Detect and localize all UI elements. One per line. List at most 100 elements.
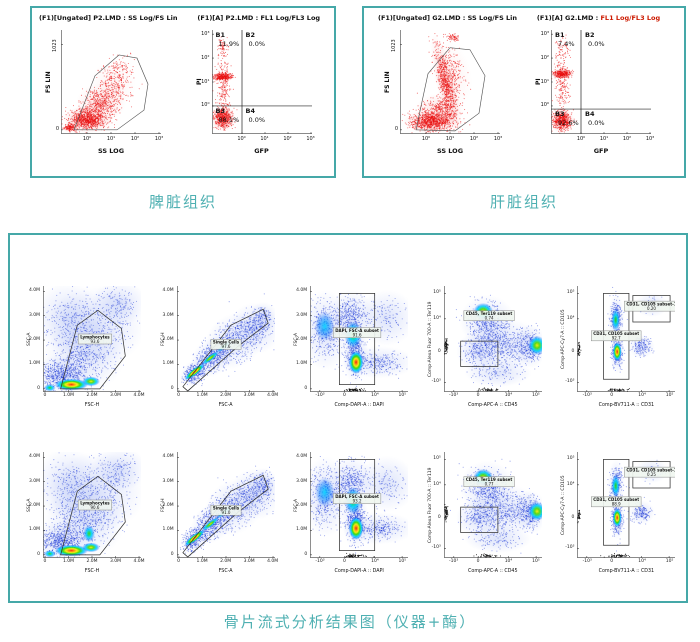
liver-pi-gfp-xtick: 10² <box>622 136 632 142</box>
r2c1-lymphocytes-ytick: 2.0M <box>28 503 40 509</box>
r2c5-cd31-cd105-xtick: 0 <box>610 559 614 564</box>
r1c2-single-cells-x-axis-label: FSC-A <box>218 403 233 408</box>
r1c1-lymphocytes-ytick: 4.0M <box>28 288 40 294</box>
liver-ss-fs-xtick: 10¹ <box>445 136 455 142</box>
r2c1-lymphocytes-canvas <box>43 452 141 558</box>
r2c2-single-cells-xtick: 3.0M <box>243 559 255 564</box>
liver-panel: (F1)[Ungated] G2.LMD : SS Log/FS Lin FS L… <box>362 6 686 178</box>
spleen-ss-fs-ytick: 1023 <box>52 39 58 52</box>
r1c5-cd31-cd105-x-axis-label: Comp-BV711-A :: CD31 <box>598 403 655 408</box>
r2c1-lymphocytes-xtick: 3.0M <box>109 559 122 564</box>
r1c2-single-cells-canvas <box>176 286 275 392</box>
r1c5-cd31-cd105-xtick: 0 <box>610 393 614 398</box>
r2c1-lymphocytes-plot-area <box>43 452 141 558</box>
r1c5-cd31-cd105-canvas <box>577 286 676 392</box>
liver-ss-fs-ytick: 0 <box>394 126 398 133</box>
r1c1-lymphocytes-canvas <box>43 286 141 392</box>
liver-pi-gfp-title: (F1)[A] G2.LMD : FL1 Log/FL3 Log <box>523 14 674 22</box>
r2c4-cd45-ter119-xtick: 10⁵ <box>532 559 540 564</box>
spleen-pi-gfp-plot-area: B1 11.9% B2 0.0% B3 88.1% B4 0.0% <box>211 30 312 134</box>
liver-pi-gfp-title-suf: FL1 Log/FL3 Log <box>600 14 661 22</box>
r2c3-dapi-subset-xtick: -10³ <box>315 559 325 564</box>
r1c1-lymphocytes-xtick: 3.0M <box>109 393 122 398</box>
liver-ss-fs-plot-area <box>400 30 500 134</box>
liver-ss-fs-xtick: 10² <box>469 136 479 142</box>
liver-pi-gfp-ytick: 10³ <box>540 30 549 37</box>
r2c5-cd31-cd105-ytick: 10⁵ <box>566 456 575 462</box>
r1c1-lymphocytes-ytick: 3.0M <box>28 312 40 318</box>
liver-caption: 肝脏组织 <box>489 193 558 211</box>
r1c2-single-cells-xtick: 4.0M <box>267 393 279 398</box>
r1c3-dapi-subset-xtick: 10⁴ <box>371 393 379 398</box>
r2c2-single-cells-xtick: 4.0M <box>267 559 279 564</box>
r1c3-dapi-subset-plot: FSC-A 4.0M 3.0M 2.0M 1.0M 0 -10³ 0 10⁴ 10⁵ Comp-DA… <box>285 281 419 431</box>
r2c1-lymphocytes-xtick: 0 <box>43 559 47 564</box>
r1c2-single-cells-ytick: 2.0M <box>162 337 174 343</box>
spleen-pi-gfp-plot: (F1)[A] P2.LMD : FL1 Log/FL3 Log B1 11.9% B… <box>184 10 335 174</box>
spleen-ss-fs-ytick: 0 <box>55 126 59 133</box>
r2c2-single-cells-xtick: 2.0M <box>220 559 232 564</box>
r2c4-cd45-ter119-xtick: 10⁴ <box>504 559 513 564</box>
r1c5-cd31-cd105-xtick: 10⁵ <box>665 393 674 398</box>
spleen-ss-fs-plot: (F1)[Ungated] P2.LMD : SS Log/FS Lin FS L… <box>33 10 184 174</box>
r1c4-cd45-ter119-xtick: 10⁵ <box>532 393 540 398</box>
spleen-pi-gfp-quadrant-B4-pct: 0.0% <box>248 115 266 124</box>
r1c1-lymphocytes-ytick: 0 <box>37 385 40 391</box>
r1c3-dapi-subset-xtick: -10³ <box>315 393 325 398</box>
r2c1-lymphocytes-ytick: 0 <box>37 551 40 557</box>
spleen-pi-gfp-xtick: 10¹ <box>260 136 269 142</box>
r2c3-dapi-subset-xtick: 0 <box>343 559 346 564</box>
r2c4-cd45-ter119-xtick: -10³ <box>449 559 459 564</box>
r2c5-cd31-cd105-ytick: 0 <box>571 514 575 520</box>
r1c5-cd31-cd105-xtick: -10³ <box>582 393 592 398</box>
r1c2-single-cells-plot-area <box>176 286 275 392</box>
r1c2-single-cells-ytick: 0 <box>170 385 174 391</box>
r1c4-cd45-ter119-plot: Comp-Alexa Fluor 700-A :: Ter119 10⁵ 10⁴ 0-… <box>419 281 553 431</box>
r2c3-dapi-subset-ytick: 2.0M <box>296 503 308 509</box>
r1c2-single-cells-ytick: 3.0M <box>162 312 174 318</box>
r1c4-cd45-ter119-ytick: 0 <box>437 348 441 354</box>
r2c1-lymphocytes-xtick: 2.0M <box>86 559 98 564</box>
r2c3-dapi-subset-plot-area <box>310 452 409 558</box>
spleen-ss-fs-xtick: 10⁰ <box>82 136 92 142</box>
spleen-ss-fs-xtick: 10² <box>130 136 140 142</box>
liver-pi-gfp-plot: (F1)[A] G2.LMD : FL1 Log/FL3 Log B1 7.4% B2… <box>523 10 674 174</box>
r2c4-cd45-ter119-ytick: 0 <box>437 514 441 520</box>
r1c3-dapi-subset-ytick: 1.0M <box>296 361 308 367</box>
r2c2-single-cells-canvas <box>176 452 275 558</box>
r1c3-dapi-subset-plot-area <box>310 286 409 392</box>
r2c5-cd31-cd105-x-axis-label: Comp-BV711-A :: CD31 <box>598 569 655 574</box>
spleen-pi-gfp-quadrant-B3: B3 <box>215 106 225 115</box>
r2c2-single-cells-plot-area <box>176 452 275 558</box>
spleen-ss-fs-canvas <box>61 30 161 134</box>
spleen-ss-fs-title-pre: (F1)[Ungated] P2.LMD : SS Log/FS Lin <box>39 14 178 22</box>
r2c2-single-cells-ytick: 3.0M <box>162 478 174 484</box>
spleen-plots-row: (F1)[Ungated] P2.LMD : SS Log/FS Lin FS L… <box>32 8 334 174</box>
r2c5-cd31-cd105-ytick: 10⁴ <box>566 481 575 487</box>
r2c4-cd45-ter119-ytick: 10⁴ <box>433 481 441 487</box>
spleen-pi-gfp-quadrant-B1-pct: 11.9% <box>218 40 240 48</box>
r1c1-lymphocytes-plot-area <box>43 286 141 392</box>
spleen-ss-fs-x-axis-label: SS LOG <box>97 147 125 155</box>
r1c4-cd45-ter119-ytick: -10³ <box>431 379 441 385</box>
r1c4-cd45-ter119-ytick: 10⁵ <box>433 290 441 296</box>
r1c2-single-cells-ytick: 1.0M <box>162 361 174 367</box>
spleen-pi-gfp-title-suf: FL1 Log/FL3 Log <box>260 14 321 22</box>
r1c5-cd31-cd105-ytick: 0 <box>571 348 575 354</box>
r2c1-lymphocytes-ytick: 4.0M <box>28 454 40 460</box>
r2c1-lymphocytes-ytick: 1.0M <box>28 527 40 533</box>
r1c5-cd31-cd105-ytick: -10³ <box>565 379 575 385</box>
r2c2-single-cells-ytick: 0 <box>170 551 174 557</box>
liver-ss-fs-title: (F1)[Ungated] G2.LMD : SS Log/FS Lin <box>372 14 523 22</box>
liver-ss-fs-title-pre: (F1)[Ungated] G2.LMD : SS Log/FS Lin <box>377 14 518 22</box>
r1c5-cd31-cd105-plot: Comp-APC-Cy7-A :: CD105 10⁵ 10⁴ 0 -10³ -10³ 0 1… <box>552 281 686 431</box>
r1c5-cd31-cd105-ytick: 10⁵ <box>566 290 575 296</box>
r2c2-single-cells-xtick: 0 <box>177 559 180 564</box>
spleen-pi-gfp-ytick: 10¹ <box>201 78 210 85</box>
liver-ss-fs-canvas <box>400 30 500 134</box>
r1c1-lymphocytes-plot: SSC-A 4.0M 3.0M 2.0M 1.0M 0 0 1.0M 2.0M 3.0M 4.0M F… <box>18 281 152 431</box>
spleen-pi-gfp-title: (F1)[A] P2.LMD : FL1 Log/FL3 Log <box>184 14 335 22</box>
liver-pi-gfp-quadrant-B1: B1 <box>555 31 565 39</box>
liver-pi-gfp-x-axis-label: GFP <box>593 147 609 155</box>
liver-pi-gfp-ytick: 10¹ <box>540 78 549 85</box>
